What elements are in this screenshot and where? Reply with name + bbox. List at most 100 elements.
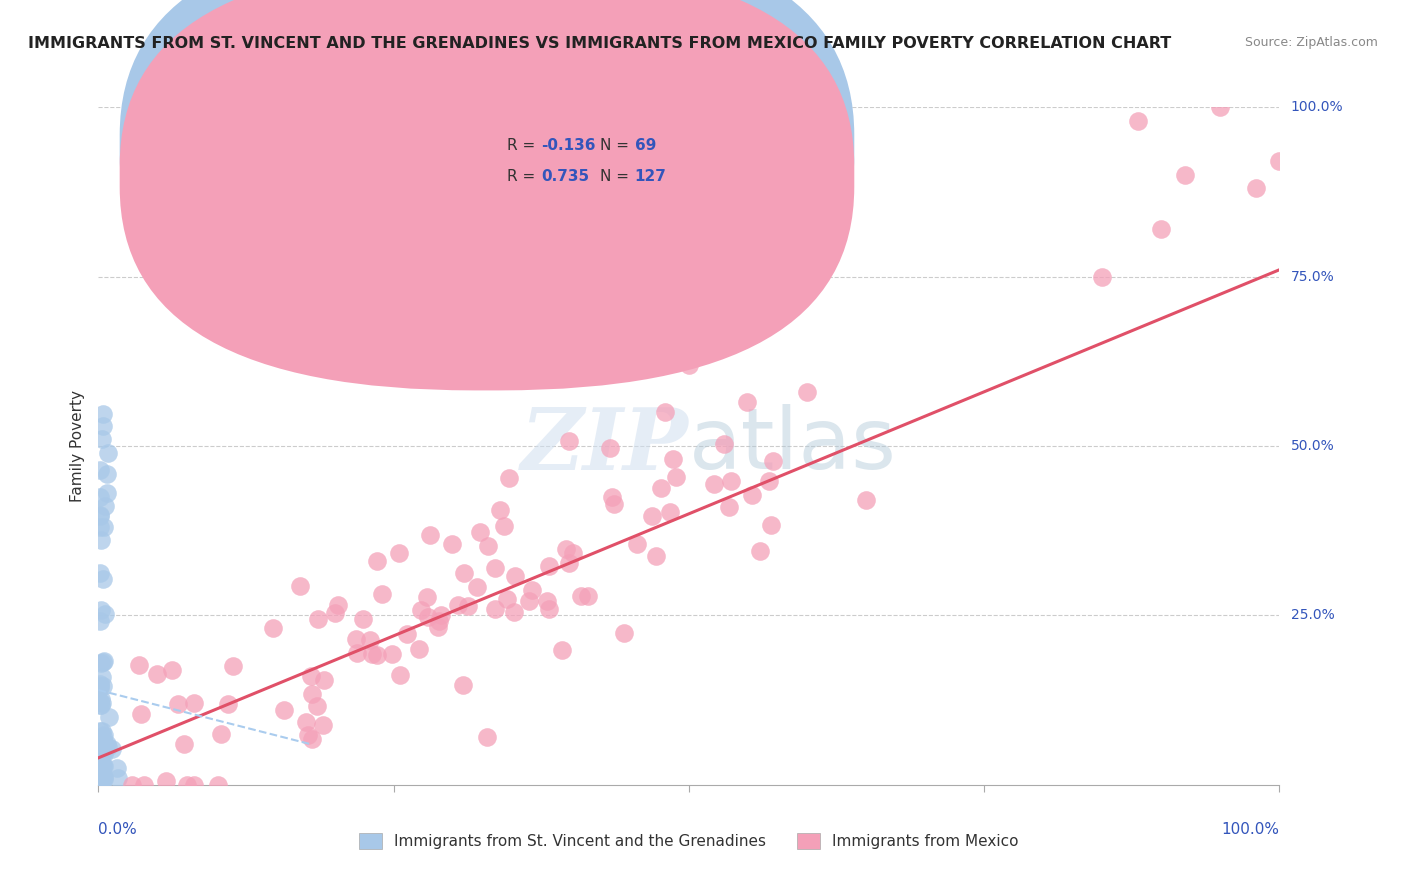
Point — [502, 605, 524, 619]
Point — [288, 579, 311, 593]
Point — [129, 707, 152, 722]
Point — [613, 625, 636, 640]
Text: ZIP: ZIP — [522, 404, 689, 488]
Point — [1126, 113, 1149, 128]
Point — [1209, 100, 1232, 114]
Text: N =: N = — [600, 138, 634, 153]
Point — [301, 731, 323, 746]
Point — [93, 728, 115, 742]
Point — [89, 747, 111, 762]
Point — [447, 598, 470, 612]
Point — [307, 699, 329, 714]
Point — [89, 764, 111, 779]
Point — [101, 741, 124, 756]
Point — [90, 696, 112, 710]
Text: 127: 127 — [634, 169, 666, 184]
Point — [90, 761, 112, 775]
Text: -0.136: -0.136 — [541, 138, 596, 153]
Point — [758, 474, 780, 488]
Point — [89, 723, 111, 738]
Point — [498, 471, 520, 485]
Point — [207, 778, 229, 792]
Text: 69: 69 — [634, 138, 657, 153]
Point — [297, 728, 319, 742]
Point — [536, 594, 558, 608]
Point — [484, 561, 506, 575]
Point — [90, 747, 112, 762]
Point — [90, 533, 112, 547]
Point — [91, 758, 114, 772]
Point — [735, 395, 758, 409]
Point — [654, 405, 676, 419]
Point — [90, 772, 112, 787]
Point — [713, 437, 735, 451]
Point — [554, 542, 576, 557]
Point — [94, 739, 117, 753]
Point — [470, 524, 492, 539]
Text: 100.0%: 100.0% — [1291, 100, 1343, 114]
Point — [645, 549, 668, 564]
Point — [388, 545, 411, 559]
Point — [418, 610, 440, 624]
Point — [484, 602, 506, 616]
Point — [90, 603, 112, 617]
Text: 0.0%: 0.0% — [98, 822, 138, 838]
Point — [457, 599, 479, 614]
Point — [94, 607, 117, 622]
Text: R =: R = — [508, 169, 540, 184]
Point — [93, 759, 115, 773]
Point — [121, 778, 143, 792]
Point — [107, 771, 129, 785]
Point — [89, 775, 111, 789]
Text: 100.0%: 100.0% — [1222, 822, 1279, 838]
Point — [160, 664, 183, 678]
Point — [97, 446, 120, 460]
Point — [96, 467, 118, 481]
Point — [91, 740, 114, 755]
Point — [427, 614, 450, 628]
Point — [411, 603, 433, 617]
Legend: Immigrants from St. Vincent and the Grenadines, Immigrants from Mexico: Immigrants from St. Vincent and the Gren… — [353, 827, 1025, 855]
Point — [465, 581, 488, 595]
Point — [273, 703, 295, 717]
Point — [91, 744, 114, 758]
Point — [477, 730, 499, 744]
Point — [720, 474, 742, 488]
Point — [89, 732, 111, 747]
Point — [93, 770, 115, 784]
Point — [307, 612, 329, 626]
Point — [346, 647, 368, 661]
Point — [344, 632, 367, 647]
Point — [576, 589, 599, 603]
FancyBboxPatch shape — [120, 0, 855, 359]
Point — [90, 770, 112, 784]
Point — [222, 658, 245, 673]
Point — [90, 657, 112, 671]
Point — [128, 658, 150, 673]
Point — [91, 679, 114, 693]
FancyBboxPatch shape — [458, 120, 713, 205]
Point — [761, 454, 783, 468]
Point — [517, 594, 540, 608]
Point — [89, 508, 111, 523]
Text: R =: R = — [508, 138, 540, 153]
Point — [93, 747, 115, 761]
Point — [1150, 222, 1173, 236]
Point — [91, 730, 114, 744]
Point — [665, 470, 688, 484]
Point — [89, 491, 111, 505]
Point — [299, 669, 322, 683]
Text: atlas: atlas — [689, 404, 897, 488]
Point — [658, 505, 681, 519]
Point — [96, 737, 118, 751]
Point — [93, 740, 115, 755]
Point — [381, 648, 404, 662]
Point — [90, 756, 112, 771]
Point — [1174, 168, 1197, 182]
Point — [371, 587, 394, 601]
Point — [641, 508, 664, 523]
Point — [440, 537, 463, 551]
Point — [492, 519, 515, 533]
Point — [145, 666, 167, 681]
Point — [366, 648, 388, 663]
